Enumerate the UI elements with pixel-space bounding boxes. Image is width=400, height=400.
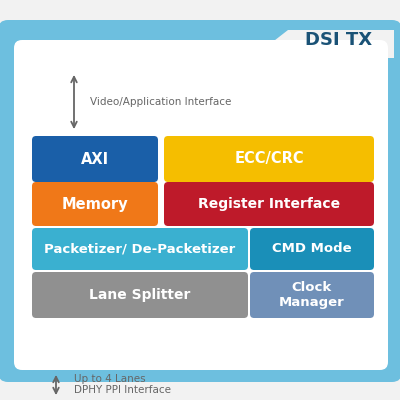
- Text: Up to 4 Lanes: Up to 4 Lanes: [74, 374, 146, 384]
- Text: DPHY PPI Interface: DPHY PPI Interface: [74, 385, 171, 395]
- Bar: [252, 30, 394, 58]
- FancyBboxPatch shape: [32, 272, 248, 318]
- Text: Packetizer/ De-Packetizer: Packetizer/ De-Packetizer: [44, 242, 236, 256]
- Text: Video/Application Interface: Video/Application Interface: [90, 97, 231, 107]
- FancyBboxPatch shape: [0, 20, 400, 382]
- Text: ECC/CRC: ECC/CRC: [234, 152, 304, 166]
- Text: CMD Mode: CMD Mode: [272, 242, 352, 256]
- FancyBboxPatch shape: [32, 136, 158, 182]
- FancyBboxPatch shape: [164, 136, 374, 182]
- Text: Register Interface: Register Interface: [198, 197, 340, 211]
- Text: DSI TX: DSI TX: [305, 31, 372, 49]
- FancyBboxPatch shape: [164, 182, 374, 226]
- Text: Clock
Manager: Clock Manager: [279, 281, 345, 309]
- FancyBboxPatch shape: [250, 272, 374, 318]
- FancyBboxPatch shape: [32, 228, 248, 270]
- FancyBboxPatch shape: [32, 182, 158, 226]
- FancyBboxPatch shape: [14, 40, 388, 370]
- Text: AXI: AXI: [81, 152, 109, 166]
- FancyBboxPatch shape: [250, 228, 374, 270]
- Text: Memory: Memory: [62, 196, 128, 212]
- Polygon shape: [252, 30, 288, 58]
- Text: Lane Splitter: Lane Splitter: [89, 288, 191, 302]
